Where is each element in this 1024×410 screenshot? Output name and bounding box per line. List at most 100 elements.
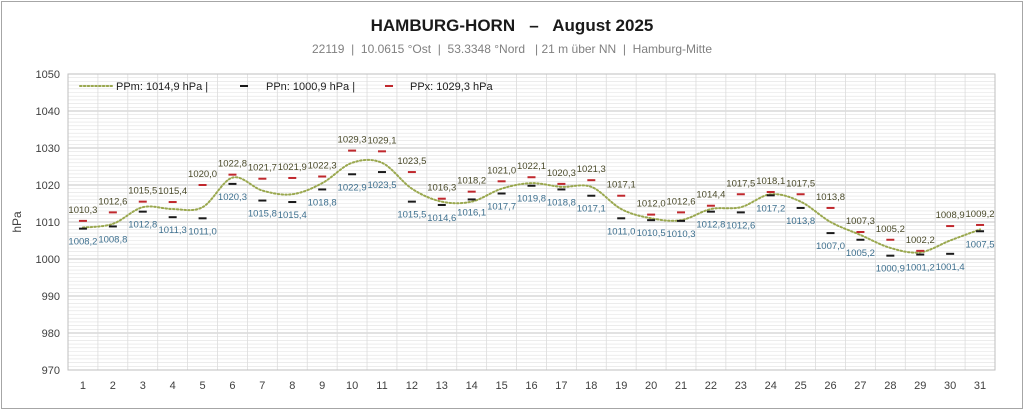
legend-ppm-label: PPm: 1014,9 hPa | (116, 81, 208, 93)
ppx-data-label: 1015,4 (158, 186, 187, 197)
y-axis-label: hPa (10, 211, 24, 233)
x-tick-label: 25 (795, 380, 807, 392)
ppn-data-label: 1017,2 (756, 203, 785, 214)
ppn-data-label: 1001,2 (906, 263, 935, 274)
ppn-data-label: 1013,8 (786, 216, 815, 227)
x-tick-label: 27 (854, 380, 866, 392)
legend-ppn-label: PPn: 1000,9 hPa | (266, 81, 355, 93)
y-tick-label: 1050 (36, 69, 60, 81)
chart-subtitle: 22119 | 10.0615 °Ost | 53.3348 °Nord | 2… (311, 42, 713, 56)
ppn-data-label: 1015,8 (248, 209, 277, 220)
x-tick-label: 18 (585, 380, 597, 392)
ppn-data-label: 1008,2 (68, 237, 97, 248)
x-tick-label: 22 (705, 380, 717, 392)
ppn-data-label: 1011,0 (607, 226, 635, 237)
ppn-data-label: 1016,1 (457, 207, 486, 218)
ppx-data-label: 1012,0 (637, 199, 666, 210)
ppx-data-label: 1012,6 (666, 196, 695, 207)
ppx-data-label: 1021,9 (278, 162, 307, 173)
y-tick-label: 1040 (36, 106, 60, 118)
y-tick-label: 970 (42, 365, 60, 377)
ppx-data-label: 1009,2 (966, 209, 995, 220)
ppx-data-label: 1005,2 (876, 224, 905, 235)
series (78, 149, 985, 257)
x-tick-label: 20 (645, 380, 657, 392)
x-tick-label: 5 (200, 380, 206, 392)
x-tick-label: 23 (735, 380, 747, 392)
ppx-data-label: 1016,3 (427, 183, 456, 194)
y-tick-label: 1000 (36, 254, 60, 266)
x-tick-label: 12 (406, 380, 418, 392)
x-tick-label: 1 (80, 380, 86, 392)
ppx-data-label: 1013,8 (816, 192, 845, 203)
ppn-data-label: 1014,6 (427, 213, 456, 224)
x-tick-label: 11 (376, 380, 387, 392)
x-tick-label: 19 (615, 380, 627, 392)
ppx-data-label: 1010,3 (68, 205, 97, 216)
legend: PPm: 1014,9 hPa | PPn: 1000,9 hPa | PPx: 1… (79, 81, 493, 93)
ppn-data-label: 1023,5 (367, 180, 396, 191)
legend-ppx-label: PPx: 1029,3 hPa (410, 81, 493, 93)
ppx-data-label: 1020,0 (188, 169, 217, 180)
ppn-data-label: 1012,8 (696, 220, 725, 231)
x-tick-label: 4 (170, 380, 176, 392)
ppn-data-label: 1015,4 (278, 210, 307, 221)
ppn-data-label: 1010,5 (637, 228, 666, 239)
x-tick-label: 3 (140, 380, 146, 392)
ppx-data-label: 1023,5 (397, 156, 426, 167)
x-tick-label: 17 (555, 380, 567, 392)
ppn-data-label: 1000,9 (876, 264, 905, 275)
x-tick-label: 13 (436, 380, 448, 392)
ppx-data-label: 1007,3 (846, 216, 875, 227)
x-tick-label: 10 (346, 380, 358, 392)
ppx-data-label: 1022,8 (218, 159, 247, 170)
ppx-data-label: 1018,2 (457, 176, 486, 187)
ppn-data-label: 1005,2 (846, 248, 875, 259)
y-tick-label: 1010 (36, 217, 60, 229)
x-tick-label: 26 (824, 380, 836, 392)
ppn-data-label: 1007,5 (966, 239, 995, 250)
ppx-data-label: 1017,5 (726, 178, 755, 189)
ppx-data-label: 1029,3 (338, 135, 367, 146)
ppx-data-label: 1012,6 (98, 196, 127, 207)
ppn-data-label: 1011,0 (188, 226, 216, 237)
ppn-data-label: 1007,0 (816, 241, 845, 252)
ppn-data-label: 1011,3 (158, 225, 186, 236)
ppn-data-label: 1017,1 (577, 204, 606, 215)
ppn-data-label: 1012,6 (726, 220, 755, 231)
y-tick-label: 1030 (36, 143, 60, 155)
x-tick-label: 14 (466, 380, 478, 392)
ppn-data-label: 1022,9 (338, 182, 367, 193)
ppx-data-label: 1021,3 (577, 164, 606, 175)
grid (67, 73, 996, 371)
x-tick-label: 15 (495, 380, 507, 392)
ppx-data-label: 1021,0 (487, 165, 516, 176)
ppx-data-label: 1021,7 (248, 163, 277, 174)
ppn-data-label: 1017,7 (487, 202, 516, 213)
ppn-data-label: 1008,8 (98, 234, 127, 245)
ppx-data-label: 1014,4 (696, 190, 725, 201)
x-tick-label: 31 (974, 380, 986, 392)
y-tick-label: 990 (42, 291, 60, 303)
x-tick-label: 6 (229, 380, 235, 392)
ppn-data-label: 1020,3 (218, 192, 247, 203)
x-tick-label: 21 (675, 380, 687, 392)
x-tick-label: 16 (525, 380, 537, 392)
ppx-data-label: 1015,5 (128, 186, 157, 197)
ppn-data-label: 1018,8 (547, 197, 576, 208)
x-tick-label: 2 (110, 380, 116, 392)
ppx-data-label: 1020,3 (547, 168, 576, 179)
x-tick-label: 24 (765, 380, 777, 392)
ppx-data-label: 1018,1 (756, 176, 785, 187)
ppx-data-label: 1029,1 (367, 135, 396, 146)
chart-title: HAMBURG-HORN – August 2025 (370, 16, 654, 35)
ppn-data-label: 1018,8 (308, 197, 337, 208)
ppx-data-label: 1017,5 (786, 178, 815, 189)
x-tick-label: 9 (319, 380, 325, 392)
ppm-line (81, 158, 982, 254)
x-tick-label: 30 (944, 380, 956, 392)
